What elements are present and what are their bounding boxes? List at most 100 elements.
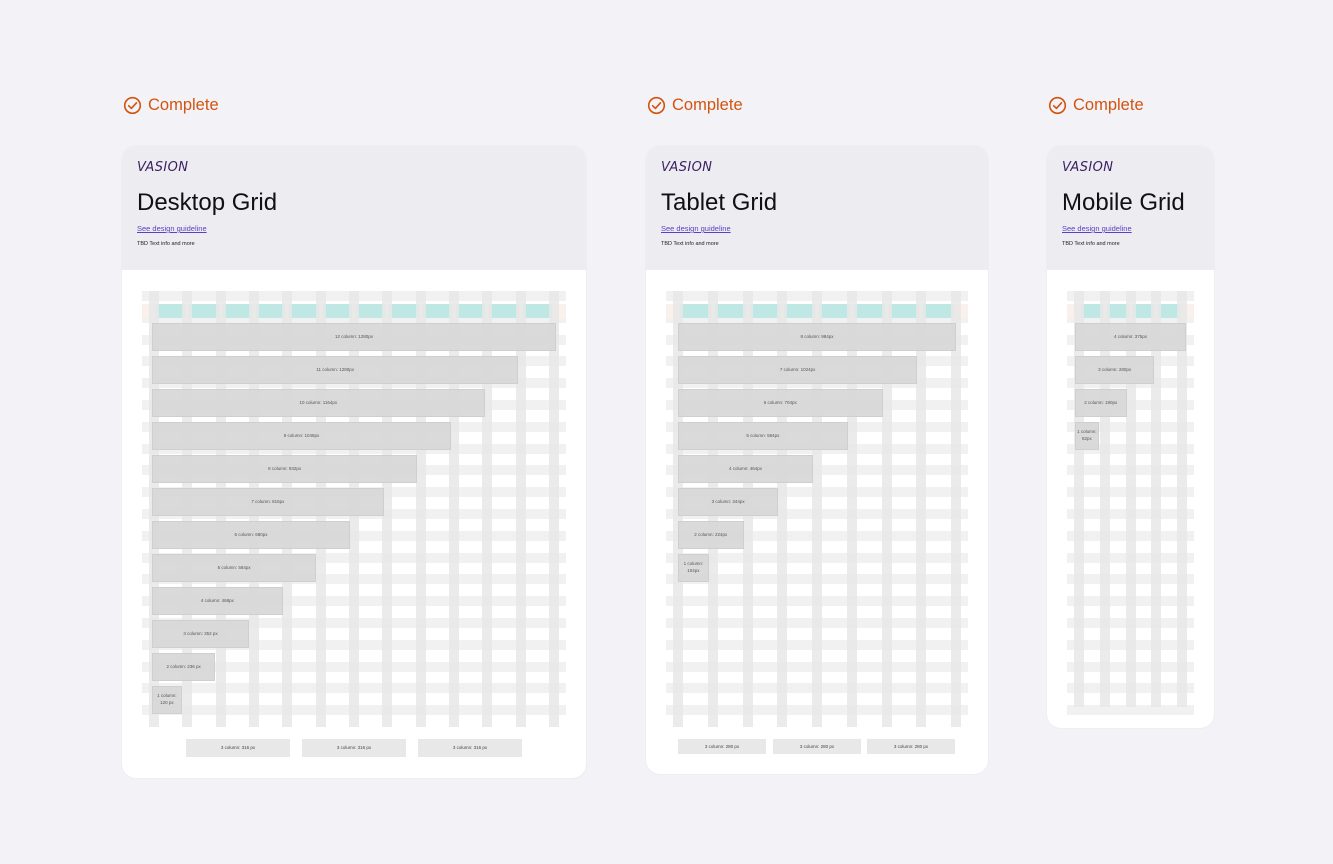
- grid-column: [449, 291, 459, 727]
- grid-column: [1151, 291, 1162, 707]
- ruler-column: [389, 304, 419, 318]
- ruler-column: [156, 304, 186, 318]
- column-span-bar: 11 column: 1280px: [152, 356, 519, 384]
- column-ruler: [142, 304, 566, 318]
- status-label: Complete: [1073, 96, 1144, 114]
- bottom-column-box: 3 column: 316 px: [418, 739, 522, 757]
- card-header: VASION Mobile Grid See design guideline TBD…: [1047, 146, 1214, 270]
- column-span-bar: 12 column: 1280px: [152, 323, 556, 351]
- ruler-column: [222, 304, 252, 318]
- grid-column: [951, 291, 961, 727]
- column-span-bar: 5 column: 584px: [678, 422, 848, 450]
- ruler-column: [784, 304, 815, 318]
- ruler-column: [322, 304, 352, 318]
- grid-card: VASION Desktop Grid See design guideline TB…: [122, 146, 586, 778]
- ruler-column: [1106, 304, 1129, 318]
- vasion-logo: VASION: [1062, 159, 1135, 177]
- ruler-column: [819, 304, 850, 318]
- column-span-bar: 8 column: 932px: [152, 455, 418, 483]
- bottom-column-box: 3 column: 280 px: [678, 739, 766, 754]
- column-span-bar: 4 column: 468px: [152, 587, 283, 615]
- card-note: TBD Text info and more: [661, 241, 719, 247]
- column-span-bar: 4 column: 375px: [1075, 323, 1186, 351]
- ruler-column: [456, 304, 486, 318]
- ruler-column: [289, 304, 319, 318]
- design-guideline-link[interactable]: See design guideline: [137, 224, 207, 233]
- ruler-column: [256, 304, 286, 318]
- column-ruler: [1067, 304, 1194, 318]
- status-label: Complete: [148, 96, 219, 114]
- grid-row-band: [1067, 705, 1194, 716]
- column-span-bar: 2 column: 180px: [1075, 389, 1127, 417]
- card-title: Tablet Grid: [661, 189, 778, 216]
- grid-column: [1125, 291, 1136, 707]
- grid-card: VASION Tablet Grid See design guideline TBD…: [646, 146, 988, 774]
- column-span-bar: 7 column: 816px: [152, 488, 384, 516]
- ruler-column: [680, 304, 711, 318]
- ruler-column: [1132, 304, 1155, 318]
- grid-column: [812, 291, 822, 727]
- column-span-bar: 1 column: 104px: [678, 554, 709, 582]
- column-span-bar: 9 column: 1048px: [152, 422, 451, 450]
- vasion-logo: VASION: [661, 159, 734, 177]
- ruler-column: [422, 304, 452, 318]
- grid-card: VASION Mobile Grid See design guideline TBD…: [1047, 146, 1214, 728]
- bottom-column-box: 3 column: 280 px: [867, 739, 955, 754]
- ruler-column: [923, 304, 954, 318]
- grid-column: [515, 291, 526, 727]
- bottom-column-box: 3 column: 280 px: [773, 739, 861, 754]
- grid-column: [916, 291, 927, 727]
- grid-diagram: 8 column: 984px 7 column: 1024px 6 column:…: [666, 291, 968, 727]
- column-span-bar: 3 column: 344px: [678, 488, 779, 516]
- column-span-bar: 3 column: 352 px: [152, 620, 249, 648]
- ruler-column: [1158, 304, 1180, 318]
- card-note: TBD Text info and more: [1062, 241, 1120, 247]
- bottom-column-box: 3 column: 316 px: [186, 739, 290, 757]
- ruler-column: [1081, 304, 1103, 318]
- grid-column: [846, 291, 857, 727]
- grid-column: [881, 291, 892, 727]
- grid-column: [382, 291, 393, 727]
- grid-diagram: 4 column: 375px 3 column: 280px 2 column: …: [1067, 291, 1194, 716]
- status-complete: Complete: [123, 96, 219, 115]
- check-circle-icon: [1048, 96, 1067, 115]
- design-guideline-link[interactable]: See design guideline: [1062, 224, 1132, 233]
- status-complete: Complete: [1048, 96, 1144, 115]
- design-guideline-link[interactable]: See design guideline: [661, 224, 731, 233]
- status-complete: Complete: [647, 96, 743, 115]
- ruler-column: [489, 304, 519, 318]
- column-span-bar: 7 column: 1024px: [678, 356, 918, 384]
- status-label: Complete: [672, 96, 743, 114]
- ruler-column: [749, 304, 781, 318]
- column-span-bar: 6 column: 680px: [152, 521, 350, 549]
- card-title: Desktop Grid: [137, 189, 278, 216]
- grid-column: [1177, 291, 1187, 707]
- svg-text:VASION: VASION: [137, 160, 188, 172]
- ruler-column: [888, 304, 920, 318]
- grid-column: [415, 291, 426, 727]
- grid-column: [777, 291, 788, 727]
- column-span-bar: 5 column: 584px: [152, 554, 317, 582]
- grid-column: [1074, 291, 1084, 707]
- column-span-bar: 8 column: 984px: [678, 323, 956, 351]
- ruler-column: [356, 304, 386, 318]
- card-note: TBD Text info and more: [137, 241, 195, 247]
- column-span-bar: 6 column: 704px: [678, 389, 883, 417]
- grid-column: [482, 291, 493, 727]
- column-span-bar: 4 column: 464px: [678, 455, 813, 483]
- card-header: VASION Tablet Grid See design guideline TBD…: [646, 146, 988, 270]
- grid-diagram: 12 column: 1280px 11 column: 1280px 10 col…: [142, 291, 566, 727]
- column-span-bar: 2 column: 236 px: [152, 653, 216, 681]
- card-header: VASION Desktop Grid See design guideline TB…: [122, 146, 586, 270]
- svg-text:VASION: VASION: [1062, 160, 1113, 172]
- grid-column: [549, 291, 559, 727]
- ruler-column: [714, 304, 746, 318]
- column-span-bar: 10 column: 1164px: [152, 389, 485, 417]
- column-span-bar: 1 column: 82px: [1075, 422, 1099, 450]
- vasion-logo: VASION: [137, 159, 210, 177]
- card-title: Mobile Grid: [1062, 189, 1185, 216]
- column-span-bar: 3 column: 280px: [1075, 356, 1155, 384]
- svg-text:VASION: VASION: [661, 160, 712, 172]
- ruler-column: [522, 304, 552, 318]
- ruler-column: [189, 304, 219, 318]
